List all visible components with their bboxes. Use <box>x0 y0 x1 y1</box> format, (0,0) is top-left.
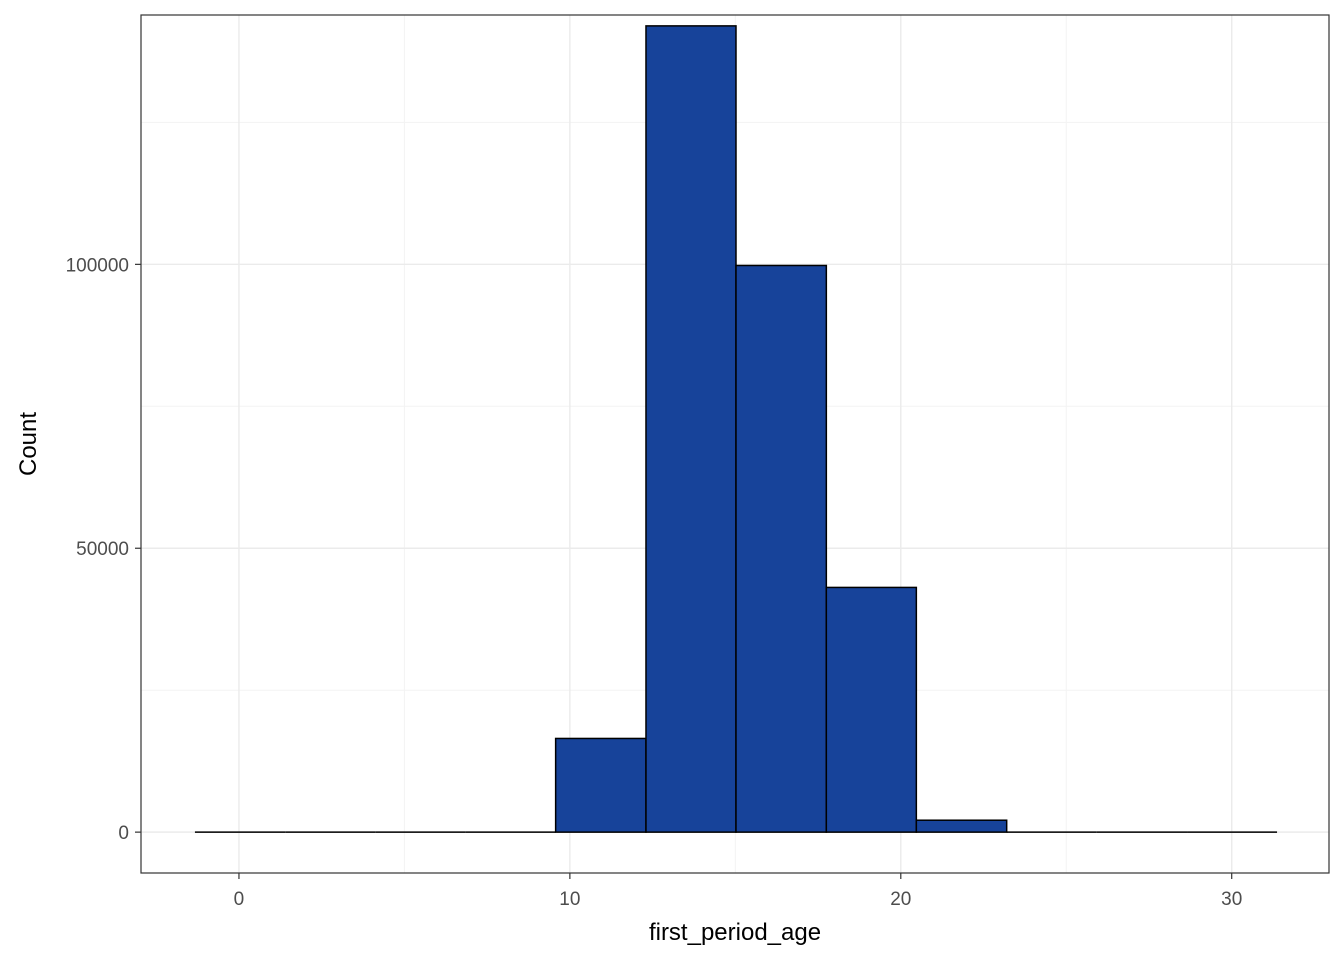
histogram-bar <box>554 737 647 833</box>
y-tick-label: 50000 <box>76 539 129 560</box>
x-tick-label: 0 <box>234 889 245 910</box>
x-tick-label: 30 <box>1221 889 1242 910</box>
histogram-bar <box>915 819 1008 833</box>
panel-border <box>140 14 1330 874</box>
x-tick-label: 10 <box>559 889 580 910</box>
histogram-bar <box>645 25 737 833</box>
histogram-bar <box>735 264 828 833</box>
y-axis-title: Count <box>15 412 42 476</box>
histogram-bar <box>825 586 918 833</box>
y-tick-label: 100000 <box>66 255 129 276</box>
x-tick-label: 20 <box>890 889 911 910</box>
y-tick-label: 0 <box>118 823 129 844</box>
x-axis: 0 10 20 30 <box>234 873 1242 910</box>
x-axis-title: first_period_age <box>649 919 821 946</box>
y-axis: 0 50000 100000 <box>66 255 141 844</box>
histogram-bars <box>194 25 1278 833</box>
